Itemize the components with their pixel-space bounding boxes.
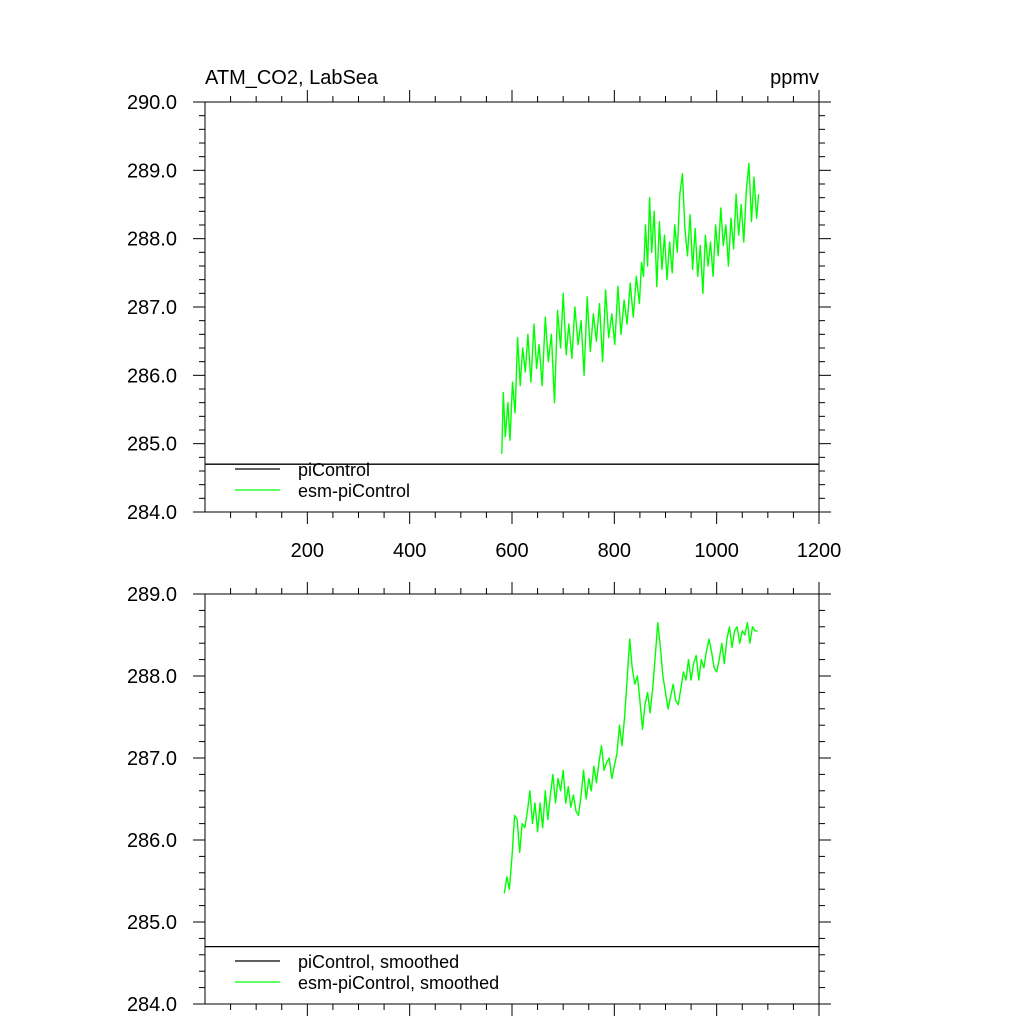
bottom-legend: piControl, smoothed esm-piControl, smoot… [235,952,499,993]
top-x-tick-label: 800 [598,540,631,562]
top-plot-frame [204,101,820,513]
top-legend-label-esm-picontrol: esm-piControl [298,481,410,501]
top-y-tick-label: 288.0 [127,229,177,251]
top-x-tick-label: 1200 [797,540,842,562]
top-series-esm-picontrol [501,162,760,454]
top-y-tick-label: 285.0 [127,434,177,456]
top-x-tick-label: 200 [291,540,324,562]
top-legend: piControl esm-piControl [235,460,410,501]
bottom-y-tick-label: 286.0 [127,830,177,852]
top-x-tick-label: 1000 [694,540,739,562]
top-legend-label-picontrol: piControl [298,460,370,480]
top-y-tick-label: 290.0 [127,92,177,114]
bottom-series-esm-picontrol-smoothed [503,622,758,894]
bottom-y-tick-label: 285.0 [127,912,177,934]
top-y-tick-label: 289.0 [127,160,177,182]
bottom-y-tick-label: 288.0 [127,666,177,688]
top-x-tick-label: 600 [495,540,528,562]
bottom-legend-label-picontrol: piControl, smoothed [298,952,459,972]
top-y-tick-label: 286.0 [127,365,177,387]
bottom-y-tick-label: 289.0 [127,584,177,606]
top-chart-marks: 200 400 600 800 1000 1200 284.0 285.0 286.0 287.0… [127,90,841,562]
bottom-plot-frame [204,593,820,1005]
top-y-tick-label: 287.0 [127,297,177,319]
top-chart-title: ATM_CO2, LabSea [205,67,379,89]
top-chart-units: ppmv [770,67,819,89]
bottom-y-tick-label: 284.0 [127,994,177,1016]
top-y-tick-label: 284.0 [127,502,177,524]
top-x-tick-label: 400 [393,540,426,562]
bottom-legend-label-esm-picontrol: esm-piControl, smoothed [298,973,499,993]
bottom-chart-marks: 284.0 285.0 286.0 287.0 288.0 289.0 [127,582,831,1016]
bottom-y-tick-label: 287.0 [127,748,177,770]
